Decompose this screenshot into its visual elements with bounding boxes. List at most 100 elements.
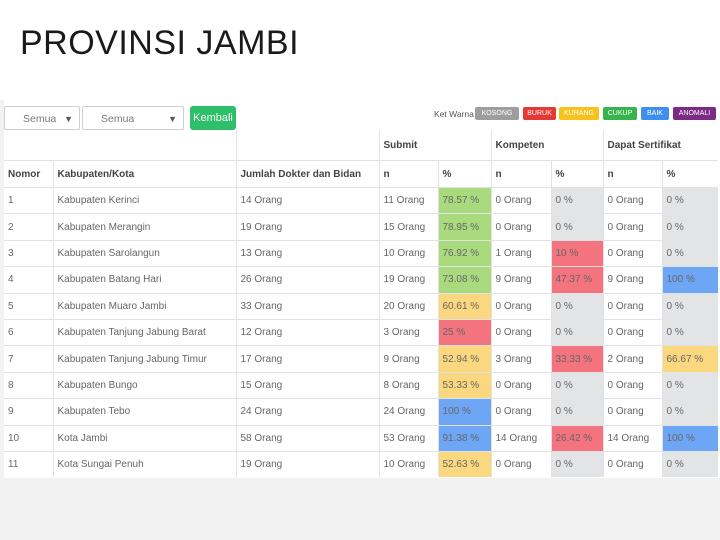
table-row: 5 Kabupaten Muaro Jambi 33 Orang 20 Orang 60… xyxy=(4,292,718,320)
cell-sertifikat-n: 0 Orang xyxy=(602,318,662,346)
cell-nomor: 7 xyxy=(4,345,53,373)
cell-jumlah: 24 Orang xyxy=(235,398,379,426)
col-kompeten-pct: % xyxy=(550,160,603,188)
cell-nomor: 11 xyxy=(4,450,53,478)
cell-nomor: 6 xyxy=(4,318,53,346)
cell-kompeten-pct: 47.37 % xyxy=(550,266,603,294)
cell-kompeten-pct: 10 % xyxy=(550,239,603,267)
cell-kabupaten: Kabupaten Kerinci xyxy=(52,186,236,214)
table-row: 7 Kabupaten Tanjung Jabung Timur 17 Orang 9… xyxy=(4,345,718,373)
column-header-row: Nomor Kabupaten/Kota Jumlah Dokter dan B… xyxy=(4,160,718,188)
cell-kabupaten: Kabupaten Muaro Jambi xyxy=(52,292,236,320)
cell-submit-n: 19 Orang xyxy=(378,266,438,294)
cell-submit-pct: 73.08 % xyxy=(437,266,491,294)
back-button[interactable]: Kembali xyxy=(190,106,236,130)
cell-kompeten-pct: 0 % xyxy=(550,318,603,346)
cell-submit-pct: 76.92 % xyxy=(437,239,491,267)
cell-jumlah: 58 Orang xyxy=(235,424,379,452)
cell-submit-n: 24 Orang xyxy=(378,398,438,426)
cell-jumlah: 17 Orang xyxy=(235,345,379,373)
cell-kompeten-n: 14 Orang xyxy=(490,424,551,452)
cell-kompeten-pct: 0 % xyxy=(550,398,603,426)
cell-submit-n: 20 Orang xyxy=(378,292,438,320)
cell-kompeten-n: 1 Orang xyxy=(490,239,551,267)
cell-kompeten-n: 0 Orang xyxy=(490,186,551,214)
table-row: 8 Kabupaten Bungo 15 Orang 8 Orang 53.33 % 0 … xyxy=(4,371,718,399)
cell-nomor: 2 xyxy=(4,213,53,241)
cell-kompeten-n: 0 Orang xyxy=(490,450,551,478)
cell-submit-n: 8 Orang xyxy=(378,371,438,399)
cell-kompeten-n: 0 Orang xyxy=(490,213,551,241)
cell-kompeten-n: 0 Orang xyxy=(490,292,551,320)
cell-jumlah: 26 Orang xyxy=(235,266,379,294)
table-row: 9 Kabupaten Tebo 24 Orang 24 Orang 100 % 0 Or… xyxy=(4,398,718,426)
filter-select-1-value: Semua xyxy=(23,113,57,125)
cell-submit-pct: 91.38 % xyxy=(437,424,491,452)
cell-sertifikat-pct: 0 % xyxy=(661,450,718,478)
table-row: 2 Kabupaten Merangin 19 Orang 15 Orang 78.95… xyxy=(4,213,718,241)
cell-kompeten-pct: 0 % xyxy=(550,186,603,214)
cell-sertifikat-pct: 0 % xyxy=(661,318,718,346)
cell-sertifikat-n: 0 Orang xyxy=(602,213,662,241)
cell-jumlah: 19 Orang xyxy=(235,450,379,478)
col-nomor: Nomor xyxy=(4,160,53,188)
legend-label: Ket Warna : xyxy=(434,109,479,119)
legend-baik: BAIK xyxy=(641,107,669,120)
table-row: 1 Kabupaten Kerinci 14 Orang 11 Orang 78.57 … xyxy=(4,186,718,214)
cell-sertifikat-n: 2 Orang xyxy=(602,345,662,373)
filter-select-1[interactable]: Semua ▼ xyxy=(4,106,80,130)
cell-kabupaten: Kabupaten Sarolangun xyxy=(52,239,236,267)
cell-submit-n: 10 Orang xyxy=(378,239,438,267)
cell-sertifikat-pct: 100 % xyxy=(661,266,718,294)
cell-kabupaten: Kabupaten Tanjung Jabung Timur xyxy=(52,345,236,373)
col-kabupaten: Kabupaten/Kota xyxy=(52,160,236,188)
page-title: PROVINSI JAMBI xyxy=(20,24,300,62)
cell-submit-n: 11 Orang xyxy=(378,186,438,214)
cell-sertifikat-n: 9 Orang xyxy=(602,266,662,294)
cell-kompeten-pct: 0 % xyxy=(550,292,603,320)
cell-kompeten-pct: 26.42 % xyxy=(550,424,603,452)
legend-buruk: BURUK xyxy=(523,107,556,120)
cell-submit-pct: 78.95 % xyxy=(437,213,491,241)
legend-anomali: ANOMALI xyxy=(673,107,716,120)
cell-kompeten-n: 0 Orang xyxy=(490,371,551,399)
filter-select-2[interactable]: Semua ▼ xyxy=(82,106,184,130)
cell-submit-pct: 53.33 % xyxy=(437,371,491,399)
cell-nomor: 1 xyxy=(4,186,53,214)
cell-jumlah: 19 Orang xyxy=(235,213,379,241)
group-kompeten-header: Kompeten xyxy=(490,130,603,161)
cell-submit-n: 15 Orang xyxy=(378,213,438,241)
cell-submit-n: 10 Orang xyxy=(378,450,438,478)
cell-sertifikat-n: 0 Orang xyxy=(602,398,662,426)
filter-select-2-value: Semua xyxy=(101,113,135,125)
legend-cukup: CUKUP xyxy=(603,107,637,120)
cell-sertifikat-pct: 0 % xyxy=(661,239,718,267)
cell-submit-pct: 78.57 % xyxy=(437,186,491,214)
cell-kompeten-n: 9 Orang xyxy=(490,266,551,294)
cell-kabupaten: Kabupaten Bungo xyxy=(52,371,236,399)
cell-sertifikat-pct: 0 % xyxy=(661,371,718,399)
cell-kompeten-pct: 0 % xyxy=(550,213,603,241)
cell-submit-pct: 60.61 % xyxy=(437,292,491,320)
group-submit-header: Submit xyxy=(378,130,491,161)
cell-kompeten-n: 0 Orang xyxy=(490,318,551,346)
group-header-row: Submit Kompeten Dapat Sertifikat xyxy=(4,130,718,161)
cell-nomor: 9 xyxy=(4,398,53,426)
legend-kosong: KOSONG xyxy=(475,107,519,120)
col-sertifikat-n: n xyxy=(602,160,662,188)
cell-nomor: 5 xyxy=(4,292,53,320)
cell-sertifikat-n: 0 Orang xyxy=(602,371,662,399)
cell-jumlah: 14 Orang xyxy=(235,186,379,214)
cell-nomor: 10 xyxy=(4,424,53,452)
table-row: 6 Kabupaten Tanjung Jabung Barat 12 Orang 3… xyxy=(4,318,718,346)
table-body: 1 Kabupaten Kerinci 14 Orang 11 Orang 78.57 … xyxy=(4,186,718,478)
cell-kompeten-pct: 0 % xyxy=(550,371,603,399)
dashboard-panel: Semua ▼ Semua ▼ Kembali Ket Warna : KOSO… xyxy=(4,100,720,478)
cell-submit-pct: 52.63 % xyxy=(437,450,491,478)
cell-kabupaten: Kota Sungai Penuh xyxy=(52,450,236,478)
cell-nomor: 8 xyxy=(4,371,53,399)
title-area xyxy=(0,0,720,100)
cell-sertifikat-n: 14 Orang xyxy=(602,424,662,452)
cell-sertifikat-n: 0 Orang xyxy=(602,239,662,267)
cell-sertifikat-pct: 66.67 % xyxy=(661,345,718,373)
